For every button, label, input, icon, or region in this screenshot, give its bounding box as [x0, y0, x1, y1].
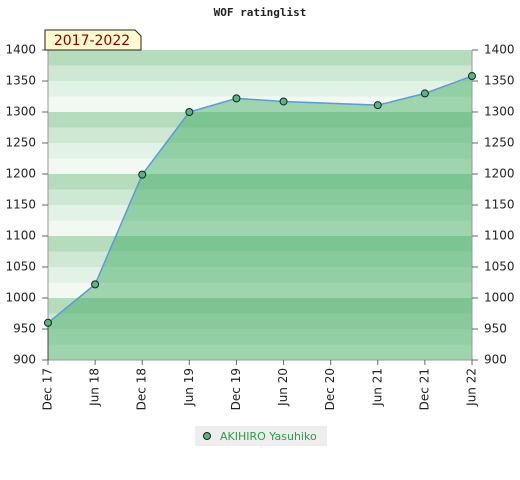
data-point	[468, 72, 476, 81]
y-tick-label: 900	[13, 353, 36, 367]
y2-tick-label: 1400	[484, 43, 515, 57]
y2-tick-label: 1300	[484, 105, 515, 119]
x-tick-label: Jun 22	[465, 368, 479, 407]
y-tick-label: 1150	[5, 198, 36, 212]
area-stripe	[48, 158, 472, 175]
y-tick-label: 1400	[5, 43, 36, 57]
area-stripe	[48, 174, 472, 190]
y-tick-label: 1000	[5, 291, 36, 305]
background-stripe	[48, 81, 472, 97]
x-tick-label: Dec 20	[323, 368, 337, 410]
badge: 2017-2022	[54, 33, 130, 49]
y2-tick-label: 1200	[484, 167, 515, 181]
legend-label: AKIHIRO Yasuhiko	[220, 430, 317, 443]
area-stripe	[48, 313, 472, 330]
x-tick-label: Jun 21	[370, 368, 384, 407]
badge-box	[44, 29, 142, 51]
area-stripe	[48, 267, 472, 283]
x-tick-label: Jun 20	[276, 368, 290, 407]
y2-tick-label: 1000	[484, 291, 515, 305]
legend-box	[195, 426, 327, 446]
background-stripe	[48, 65, 472, 82]
area-stripe	[48, 329, 472, 345]
x-tick-label: Dec 17	[41, 368, 55, 410]
y2-tick-label: 1150	[484, 198, 515, 212]
y-tick-label: 1300	[5, 105, 36, 119]
area-stripe	[48, 205, 472, 221]
chart-title: WOF ratinglist	[214, 6, 307, 19]
x-tick-label: Jun 19	[182, 368, 196, 407]
y-tick-label: 1100	[5, 229, 36, 243]
area-stripe	[48, 282, 472, 299]
data-point	[373, 101, 382, 110]
data-point	[91, 280, 100, 289]
y2-tick-label: 1050	[484, 260, 515, 274]
x-tick-label: Dec 21	[417, 368, 431, 410]
x-tick-label: Dec 19	[229, 368, 243, 410]
background-stripe	[48, 50, 472, 66]
area-stripe	[48, 220, 472, 237]
x-tick-label: Dec 18	[135, 368, 149, 410]
data-point	[232, 94, 241, 103]
x-tick-label: Jun 18	[88, 368, 102, 407]
y2-tick-label: 900	[484, 353, 507, 367]
area-stripe	[48, 189, 472, 206]
data-point	[420, 89, 429, 98]
data-point	[138, 170, 147, 179]
area-stripe	[48, 236, 472, 252]
y2-tick-label: 1250	[484, 136, 515, 150]
y2-tick-label: 950	[484, 322, 507, 336]
y-tick-label: 1350	[5, 74, 36, 88]
data-point	[185, 108, 194, 116]
data-point	[279, 97, 288, 106]
data-point	[44, 318, 52, 327]
y2-tick-label: 1350	[484, 74, 515, 88]
y-tick-label: 1250	[5, 136, 36, 150]
y2-tick-label: 1100	[484, 229, 515, 243]
area-stripe	[48, 251, 472, 268]
y-tick-label: 1050	[5, 260, 36, 274]
area-stripe	[48, 344, 472, 360]
area-stripe	[48, 298, 472, 314]
y-tick-label: 950	[13, 322, 36, 336]
y-tick-label: 1200	[5, 167, 36, 181]
legend-marker	[203, 432, 211, 440]
